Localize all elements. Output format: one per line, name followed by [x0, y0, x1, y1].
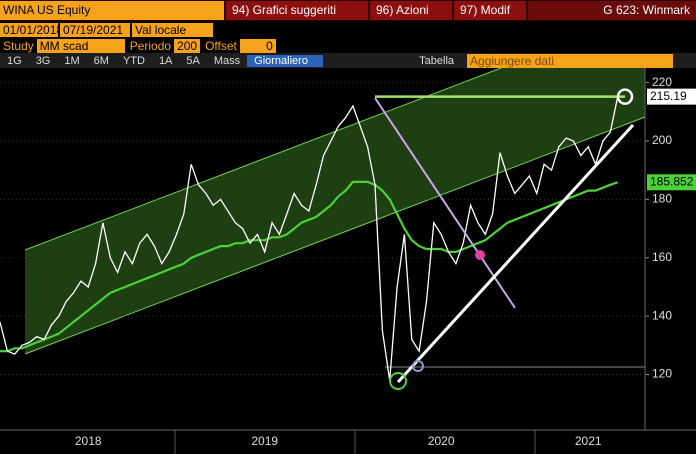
range-button[interactable]: 1A [158, 54, 173, 67]
anchor-point[interactable] [389, 372, 407, 390]
x-tick-label: 2019 [251, 434, 278, 448]
price-line [0, 97, 619, 381]
range-button[interactable]: 5A [186, 54, 200, 67]
range-button[interactable]: 1G [7, 54, 22, 67]
menu-button[interactable]: 96) Azioni [370, 1, 452, 20]
table-button[interactable]: Tabella [419, 54, 455, 67]
y-tick-label: 180 [652, 192, 672, 206]
value-tag [647, 88, 696, 105]
x-tick-label: 2018 [75, 434, 102, 448]
add-data[interactable]: Aggiungere dati [467, 53, 674, 68]
channel-line [24, 116, 646, 355]
chart: 120 140 160 180 200 220 2018 2019 2020 2021 215.19… [0, 68, 696, 454]
price-line [0, 180, 618, 353]
y-tick-label: 140 [652, 308, 672, 322]
trend-line [374, 97, 516, 309]
value-tag-label: 185.852 [650, 174, 694, 188]
anchor-point [616, 88, 634, 105]
title-bar: WINA US Equity 94) Grafici suggeriti 96)… [0, 0, 696, 21]
y-tick-label: 220 [652, 75, 672, 89]
trend-line [396, 123, 635, 384]
frequency[interactable]: Giornaliero [247, 54, 324, 67]
x-tick-label: 2021 [575, 434, 602, 448]
x-tick-label: 2020 [428, 434, 455, 448]
y-tick-label: 200 [652, 133, 672, 147]
period[interactable]: 200 [174, 38, 201, 53]
menu-button[interactable]: 97) Modif [454, 1, 526, 20]
anchor-point[interactable] [475, 250, 485, 260]
anchor-point[interactable] [412, 360, 424, 372]
page-code: G 623: Winmark [528, 1, 696, 20]
offset-label: Offset [205, 38, 237, 53]
period-label: Periodo [129, 38, 172, 53]
range-button[interactable]: Mass [213, 54, 241, 67]
menu-button[interactable]: 94) Grafici suggeriti [226, 1, 368, 20]
start-date[interactable]: 01/01/2018 [0, 22, 63, 37]
y-tick-label: 120 [652, 367, 672, 381]
toolbar: 1G 3G 1M 6M YTD 1A 5A Mass Giornaliero T… [0, 53, 696, 68]
date-row: 01/01/2018 07/19/2021 Val locale [0, 22, 696, 37]
study-row: Study MM scad Periodo 200 Offset 0 [0, 38, 696, 53]
y-tick-label: 160 [652, 250, 672, 264]
currency[interactable]: Val locale [132, 22, 213, 37]
range-button[interactable]: 3G [35, 54, 51, 67]
value-tag-label: 215.19 [650, 89, 687, 103]
end-date[interactable]: 07/19/2021 [60, 22, 130, 37]
channel-line [24, 68, 502, 251]
range-button[interactable]: 6M [93, 54, 109, 67]
offset[interactable]: 0 [239, 38, 276, 53]
value-tag [647, 174, 696, 191]
study-label: Study [3, 38, 34, 53]
range-button[interactable]: 1M [64, 54, 80, 67]
study[interactable]: MM scad [36, 38, 125, 53]
security[interactable]: WINA US Equity [0, 1, 224, 20]
channel [25, 68, 645, 354]
range-button[interactable]: YTD [122, 54, 145, 67]
